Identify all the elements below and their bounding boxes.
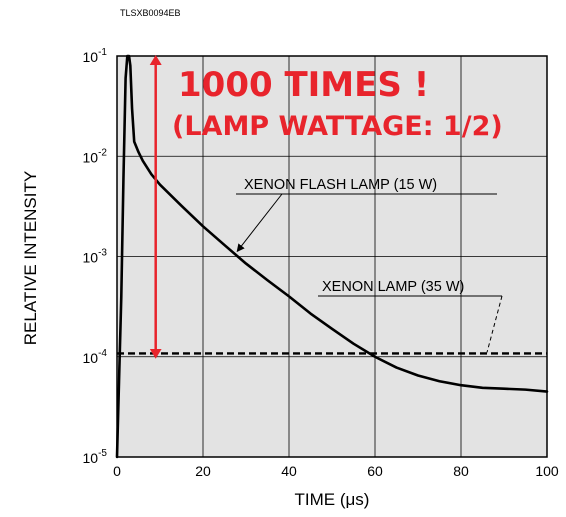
xenon-lamp-leader — [486, 295, 503, 353]
y-tick-label: 10-3 — [83, 248, 108, 266]
callout-line-2: (LAMP WATTAGE: 1/2) — [172, 111, 503, 142]
y-tick-label: 10-2 — [83, 147, 108, 165]
x-tick-label: 60 — [367, 463, 383, 479]
callout-line-1: 1000 TIMES ! — [178, 65, 429, 105]
flash-lamp-label: XENON FLASH LAMP (15 W) — [244, 177, 437, 193]
x-axis-label: TIME (μs) — [295, 490, 370, 509]
xenon-lamp-label: XENON LAMP (35 W) — [322, 279, 464, 295]
y-tick-label: 10-5 — [83, 448, 108, 466]
y-tick-label: 10-4 — [83, 348, 108, 366]
annotation-layer: 1000 TIMES ! (LAMP WATTAGE: 1/2) XENON F… — [149, 55, 503, 359]
x-tick-label: 0 — [113, 463, 121, 479]
x-tick-labels: 0 20 40 60 80 100 — [113, 463, 559, 479]
y-tick-labels: 10-1 10-2 10-3 10-4 10-5 — [83, 47, 108, 466]
y-axis-label: RELATIVE INTENSITY — [21, 171, 40, 345]
grid — [117, 56, 547, 457]
document-code: TLSXB0094EB — [120, 8, 181, 18]
x-tick-label: 80 — [453, 463, 469, 479]
plot-frame — [116, 55, 548, 458]
y-tick-label: 10-1 — [83, 47, 108, 65]
x-tick-label: 100 — [535, 463, 559, 479]
x-tick-label: 40 — [281, 463, 297, 479]
x-tick-label: 20 — [195, 463, 211, 479]
flash-lamp-leader — [236, 193, 283, 253]
